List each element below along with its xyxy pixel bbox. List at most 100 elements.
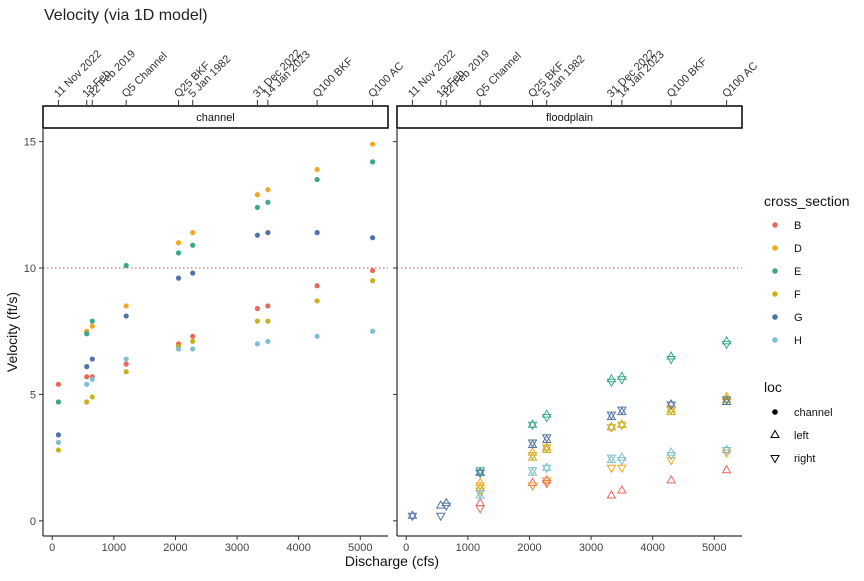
point-D-right: [617, 464, 627, 474]
point-F-channel: [314, 298, 320, 304]
x-tick-label: 3000: [225, 542, 249, 554]
legend-swatch-F: [772, 291, 778, 297]
point-E-channel: [254, 204, 260, 210]
point-G-channel: [369, 235, 376, 241]
legend-swatch-D: [772, 245, 778, 251]
points-floodplain: [407, 335, 732, 522]
x-tick-label: 1000: [456, 542, 480, 554]
x-tick-label: 2000: [517, 542, 541, 554]
legend-swatch-B: [772, 222, 778, 228]
point-H-channel: [84, 381, 90, 387]
point-B-channel: [55, 381, 62, 387]
point-E-right: [666, 356, 677, 365]
point-E-channel: [265, 199, 271, 205]
legend-shape-title: loc: [764, 379, 782, 395]
point-D-channel: [254, 192, 260, 198]
point-G-channel: [123, 313, 129, 319]
point-F-left: [721, 393, 732, 403]
point-E-channel: [175, 250, 182, 256]
legend-label-right: right: [794, 453, 815, 465]
x-tick-label: 1000: [102, 542, 126, 554]
point-F-channel: [254, 318, 260, 324]
point-E-left: [527, 419, 538, 428]
point-E-channel: [369, 159, 376, 165]
point-D-left: [527, 447, 538, 456]
point-G-left: [407, 510, 418, 519]
point-B-channel: [190, 333, 196, 339]
point-B-left: [721, 464, 732, 474]
point-F-right: [541, 444, 552, 454]
legend-shape-left: [770, 429, 780, 438]
legend-shape-right: [770, 455, 780, 464]
panel-strip-label: channel: [196, 112, 235, 124]
point-D-right: [541, 477, 552, 486]
panel-strip: [396, 105, 743, 129]
point-F-left: [606, 421, 617, 431]
point-D-channel: [314, 166, 320, 173]
point-E-right: [475, 467, 486, 476]
point-B-left: [617, 484, 627, 494]
legend-label-B: B: [794, 220, 801, 232]
point-D-channel: [175, 240, 182, 246]
point-H-channel: [89, 376, 95, 382]
top-annotation-label: Q100 BKF: [311, 55, 356, 100]
point-E-right: [527, 421, 538, 431]
point-B-right: [541, 479, 552, 489]
point-B-channel: [314, 283, 320, 289]
point-F-channel: [84, 399, 90, 405]
point-G-channel: [55, 432, 62, 438]
point-H-channel: [369, 328, 376, 334]
point-G-channel: [254, 232, 260, 238]
point-H-right: [541, 464, 552, 474]
point-B-channel: [369, 267, 376, 274]
point-F-channel: [190, 338, 196, 344]
point-B-left: [527, 477, 538, 486]
point-G-right: [475, 469, 486, 479]
point-E-channel: [89, 318, 95, 324]
legend-label-H: H: [794, 335, 802, 347]
point-F-channel: [265, 318, 271, 324]
legend-label-left: left: [794, 430, 809, 442]
legend-label-F: F: [794, 289, 801, 301]
point-F-channel: [55, 447, 62, 453]
point-H-left: [617, 452, 627, 461]
point-E-left: [541, 409, 552, 418]
legend-color-title: cross_section: [764, 193, 850, 209]
point-F-channel: [123, 369, 129, 375]
point-H-right: [606, 454, 617, 464]
point-E-left: [666, 351, 677, 360]
legend-swatch-G: [772, 314, 778, 320]
legend-swatch-H: [772, 337, 778, 343]
point-B-left: [606, 490, 617, 499]
point-G-right: [435, 512, 446, 522]
point-E-right: [606, 378, 617, 388]
point-D-left: [541, 442, 552, 451]
point-D-right: [666, 457, 677, 466]
point-D-left: [666, 404, 677, 413]
point-H-channel: [254, 341, 260, 347]
point-G-right: [617, 406, 627, 416]
point-F-left: [617, 419, 627, 428]
point-D-channel: [190, 230, 196, 236]
point-B-left: [541, 474, 552, 484]
panel-strip: [42, 105, 389, 129]
top-annotation-label: Q100 AC: [366, 60, 406, 100]
point-G-right: [606, 411, 617, 421]
point-G-channel: [190, 270, 196, 276]
point-E-channel: [190, 242, 196, 248]
top-annotation-label: Q100 AC: [720, 60, 760, 100]
point-B-left: [475, 497, 486, 507]
x-tick-label: 0: [403, 542, 409, 554]
panel-strip-label: floodplain: [546, 112, 593, 124]
point-H-channel: [175, 346, 182, 352]
point-H-channel: [265, 338, 271, 344]
point-H-right: [475, 490, 486, 499]
point-H-right: [527, 467, 538, 476]
point-B-channel: [265, 303, 271, 309]
point-G-channel: [314, 230, 320, 236]
point-G-right: [407, 512, 418, 522]
point-E-channel: [123, 262, 129, 269]
